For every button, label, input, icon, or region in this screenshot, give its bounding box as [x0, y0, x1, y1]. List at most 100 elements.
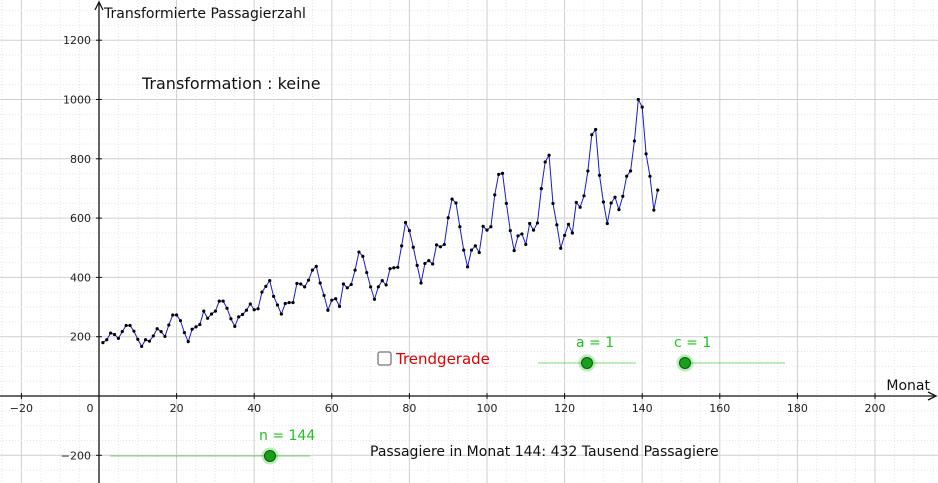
- data-point: [520, 232, 524, 236]
- data-point: [186, 340, 190, 344]
- data-point: [508, 228, 512, 233]
- info-text: Passagiere in Monat 144: 432 Tausend Pas…: [370, 444, 719, 460]
- data-point: [489, 225, 493, 229]
- data-point: [268, 279, 272, 283]
- slider-n-handle[interactable]: [264, 450, 276, 462]
- y-tick-label: 400: [70, 271, 91, 284]
- data-point: [147, 339, 152, 343]
- slider-c-handle[interactable]: [679, 357, 691, 369]
- data-point: [322, 293, 326, 298]
- data-point: [388, 267, 392, 271]
- slider-c[interactable]: c = 1: [674, 335, 785, 372]
- y-tick-label: 800: [70, 153, 91, 166]
- data-point: [136, 337, 140, 341]
- data-point: [167, 323, 171, 327]
- data-point: [563, 233, 567, 237]
- data-point: [233, 324, 237, 329]
- checkbox-box[interactable]: [377, 351, 392, 366]
- data-point: [466, 265, 470, 269]
- data-point: [175, 313, 179, 317]
- data-point: [275, 303, 280, 307]
- data-point: [120, 330, 124, 334]
- x-tick-label: 80: [402, 402, 416, 415]
- data-point: [531, 228, 536, 232]
- data-point: [625, 174, 629, 178]
- data-point: [407, 228, 411, 233]
- data-point: [244, 308, 249, 312]
- data-point: [287, 300, 291, 305]
- y-tick-label: 1000: [63, 94, 91, 107]
- data-point: [605, 221, 609, 226]
- data-point: [279, 312, 283, 316]
- data-point: [512, 249, 516, 253]
- data-point: [438, 245, 443, 249]
- trend-checkbox[interactable]: Trendgerade: [377, 350, 490, 368]
- data-point: [182, 331, 186, 335]
- data-point: [590, 133, 594, 137]
- data-point: [198, 322, 202, 327]
- data-point: [310, 268, 314, 272]
- x-tick-label: 60: [325, 402, 339, 415]
- data-point: [105, 338, 109, 342]
- data-point: [411, 245, 415, 249]
- slider-n-label: n = 144: [259, 428, 315, 444]
- data-point: [357, 250, 361, 254]
- data-point: [303, 285, 307, 289]
- data-point: [337, 304, 342, 308]
- data-point: [400, 244, 404, 248]
- data-point: [369, 285, 373, 289]
- data-point: [473, 244, 477, 248]
- data-point: [469, 248, 474, 252]
- data-point: [163, 334, 167, 339]
- data-point: [291, 300, 295, 305]
- data-point: [190, 327, 194, 331]
- data-point: [396, 265, 400, 269]
- data-point: [493, 193, 497, 197]
- data-point: [240, 312, 245, 317]
- data-point: [299, 282, 303, 286]
- data-point: [423, 261, 427, 266]
- data-point: [481, 224, 485, 228]
- data-point: [524, 242, 528, 247]
- data-point: [500, 171, 505, 175]
- data-point: [578, 205, 582, 209]
- data-point: [384, 283, 388, 287]
- y-tick-label: 600: [70, 212, 91, 225]
- data-point: [380, 279, 384, 283]
- data-point: [597, 173, 602, 177]
- data-point: [419, 281, 423, 285]
- data-point: [609, 201, 613, 205]
- data-point: [559, 246, 563, 250]
- data-point: [345, 286, 349, 290]
- data-point: [349, 282, 353, 287]
- trend-checkbox-label: Trendgerade: [395, 350, 490, 368]
- data-point: [477, 250, 481, 255]
- data-point: [617, 208, 621, 212]
- slider-n[interactable]: n = 144: [110, 428, 315, 465]
- data-point: [178, 319, 183, 323]
- x-tick-label: 180: [787, 402, 808, 415]
- data-point: [256, 307, 260, 311]
- data-point: [206, 316, 210, 320]
- data-point: [431, 262, 435, 266]
- data-point: [555, 223, 559, 227]
- data-point: [570, 231, 574, 235]
- slider-a-label: a = 1: [576, 335, 614, 351]
- data-point: [159, 330, 163, 334]
- data-point: [601, 200, 606, 204]
- slider-a[interactable]: a = 1: [538, 335, 636, 372]
- y-axis-title: Transformierte Passagierzahl: [103, 6, 306, 22]
- data-point: [194, 325, 198, 329]
- data-point: [124, 323, 128, 328]
- data-point: [434, 243, 439, 247]
- slider-a-handle[interactable]: [581, 357, 593, 369]
- y-tick-label: 200: [70, 331, 91, 344]
- data-point: [272, 294, 276, 298]
- data-point: [427, 259, 431, 263]
- data-point: [202, 309, 206, 313]
- data-point: [318, 281, 322, 285]
- data-point: [326, 308, 330, 312]
- data-point: [594, 127, 598, 132]
- data-point: [644, 152, 648, 156]
